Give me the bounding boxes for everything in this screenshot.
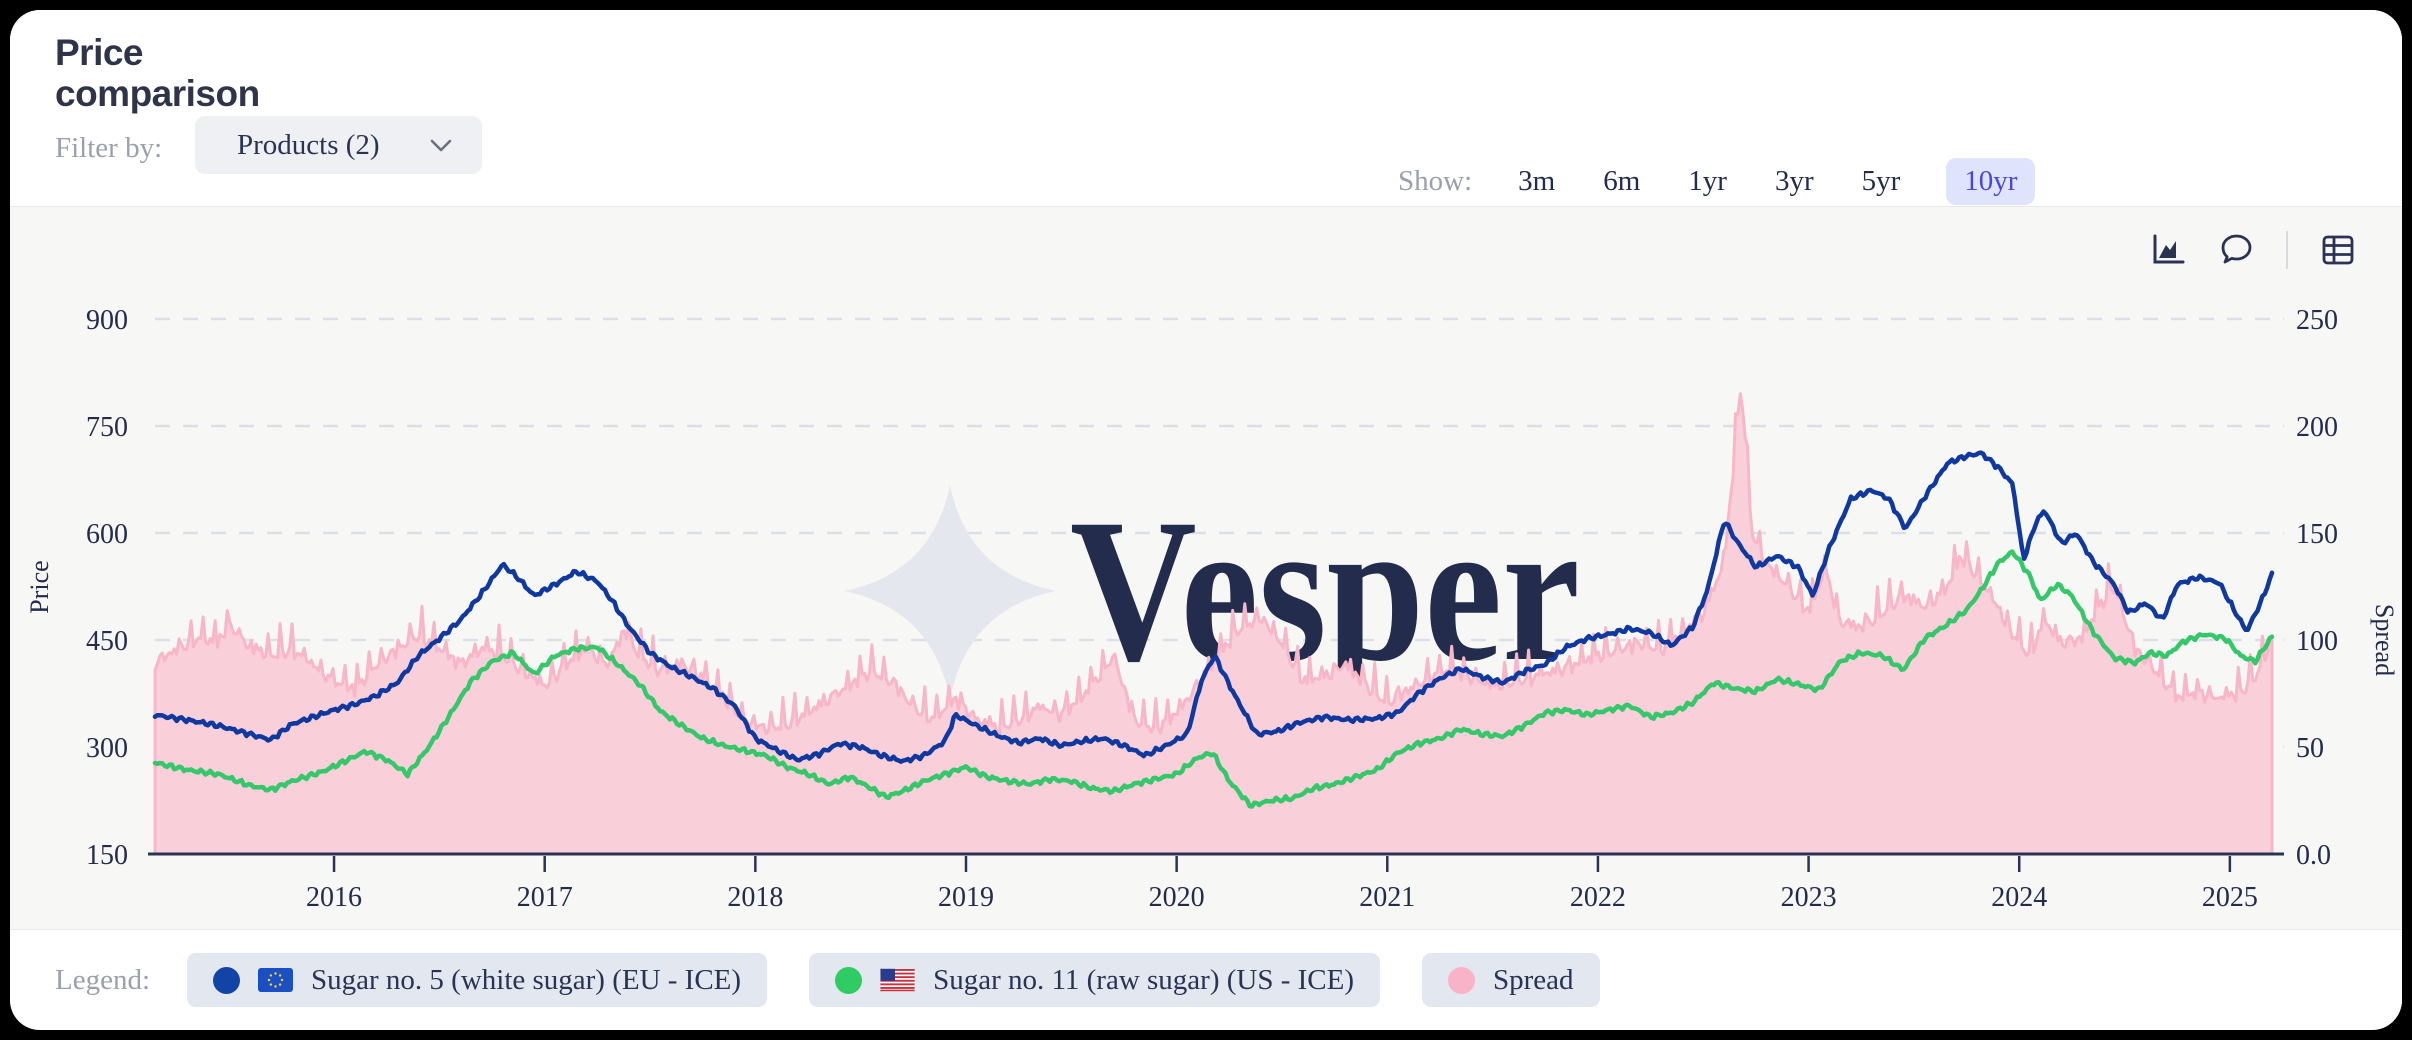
series-line — [152, 549, 2275, 809]
svg-text:100: 100 — [2296, 626, 2338, 657]
legend-label: Legend: — [55, 964, 151, 996]
svg-text:2018: 2018 — [727, 882, 783, 913]
svg-text:450: 450 — [86, 626, 128, 657]
toolbar-divider — [2286, 231, 2288, 269]
series-dot-icon — [213, 966, 240, 994]
filter-by-label: Filter by: — [55, 132, 163, 164]
price-comparison-chart[interactable]: 900 750 600 450 300 150 250 200 150 100 50 0.0 Price… — [10, 207, 2402, 930]
range-button-10yr[interactable]: 10yr — [1946, 158, 2036, 205]
chart-toolbar — [2150, 231, 2356, 269]
range-button-6m[interactable]: 6m — [1601, 158, 1642, 205]
price-comparison-card: Price comparison Filter by: Products (2)… — [10, 10, 2402, 1030]
svg-text:2016: 2016 — [306, 882, 362, 913]
header: Price comparison Filter by: Products (2)… — [10, 10, 2402, 207]
svg-text:150: 150 — [2296, 519, 2338, 550]
svg-text:2025: 2025 — [2202, 882, 2258, 913]
svg-text:2020: 2020 — [1149, 882, 1205, 913]
legend-chip[interactable]: Spread — [1422, 953, 1600, 1007]
svg-text:2021: 2021 — [1359, 882, 1415, 913]
svg-text:150: 150 — [86, 840, 128, 871]
legend-chips: Sugar no. 5 (white sugar) (EU - ICE) Suga… — [187, 953, 1600, 1007]
svg-text:2017: 2017 — [517, 882, 573, 913]
products-filter-value: Products (2) — [237, 128, 380, 161]
table-icon[interactable] — [2320, 232, 2356, 268]
area-chart-icon[interactable] — [2150, 232, 2186, 268]
svg-text:2019: 2019 — [938, 882, 994, 913]
eu-flag-icon — [258, 968, 293, 992]
spread-area — [155, 393, 2272, 854]
svg-text:0.0: 0.0 — [2296, 840, 2331, 871]
svg-text:900: 900 — [86, 305, 128, 336]
legend-chip[interactable]: Sugar no. 5 (white sugar) (EU - ICE) — [187, 953, 768, 1007]
show-label: Show: — [1398, 165, 1473, 197]
time-range-group: Show: 3m 6m 1yr 3yr 5yr 10yr — [1398, 158, 2036, 205]
series-line — [152, 450, 2275, 764]
svg-text:50: 50 — [2296, 733, 2324, 764]
svg-text:Price: Price — [25, 560, 54, 613]
range-button-5yr[interactable]: 5yr — [1860, 158, 1903, 205]
page-title: Price comparison — [55, 32, 260, 114]
us-flag-icon — [880, 968, 916, 992]
series-dot-icon — [1448, 966, 1476, 994]
vesper-watermark: Vesper — [844, 477, 1580, 704]
legend-chip-label: Sugar no. 11 (raw sugar) (US - ICE) — [933, 963, 1355, 996]
range-button-1yr[interactable]: 1yr — [1686, 158, 1729, 205]
legend-chip-label: Sugar no. 5 (white sugar) (EU - ICE) — [311, 963, 742, 996]
series-dot-icon — [835, 966, 863, 994]
legend-chip[interactable]: Sugar no. 11 (raw sugar) (US - ICE) — [809, 953, 1381, 1007]
range-button-3yr[interactable]: 3yr — [1773, 158, 1816, 205]
svg-text:200: 200 — [2296, 412, 2338, 443]
svg-text:2023: 2023 — [1781, 882, 1837, 913]
svg-text:2024: 2024 — [1991, 882, 2047, 913]
svg-text:Vesper: Vesper — [1070, 477, 1580, 704]
svg-text:Spread: Spread — [2370, 604, 2399, 676]
legend-chip-label: Spread — [1493, 963, 1574, 996]
svg-text:250: 250 — [2296, 305, 2338, 336]
svg-text:300: 300 — [86, 733, 128, 764]
products-filter-dropdown[interactable]: Products (2) — [195, 116, 482, 174]
chart-section: 900 750 600 450 300 150 250 200 150 100 50 0.0 Price… — [10, 207, 2402, 930]
legend-section: Legend: Sugar no. 5 (white sugar) (EU - … — [10, 930, 2402, 1029]
svg-text:600: 600 — [86, 519, 128, 550]
comment-icon[interactable] — [2218, 232, 2254, 268]
svg-text:2022: 2022 — [1570, 882, 1626, 913]
chevron-down-icon — [430, 139, 452, 152]
range-button-3m[interactable]: 3m — [1516, 158, 1557, 205]
svg-text:750: 750 — [86, 412, 128, 443]
